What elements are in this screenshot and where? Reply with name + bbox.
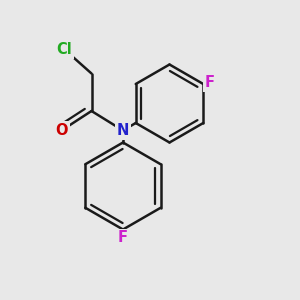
Text: Cl: Cl	[57, 42, 72, 57]
Text: F: F	[118, 230, 128, 245]
Text: O: O	[55, 123, 68, 138]
Text: F: F	[205, 75, 215, 90]
Text: N: N	[117, 123, 129, 138]
